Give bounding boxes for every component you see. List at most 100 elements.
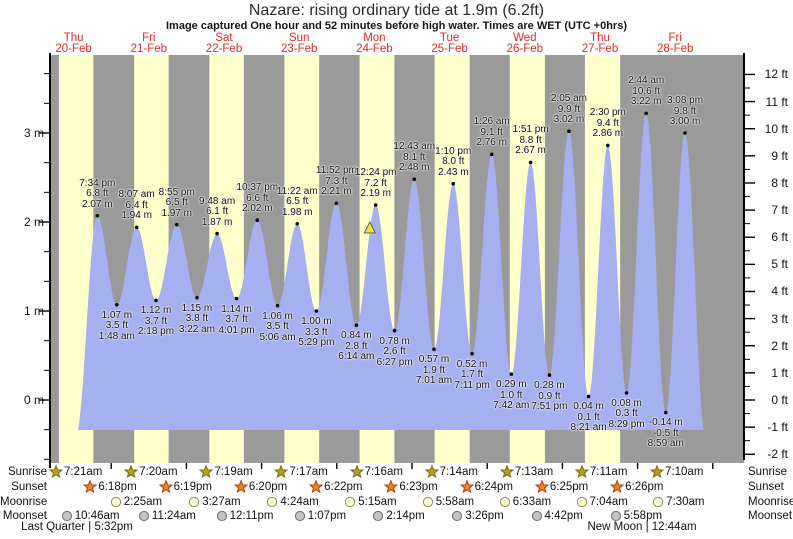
tide-low-annotation: 0.29 m 1.0 ft 7:42 am xyxy=(493,380,529,412)
sunrise-star-icon xyxy=(499,465,514,479)
moonrise-moon-icon xyxy=(345,496,356,508)
annotation-line: 7:34 pm xyxy=(79,177,116,189)
sunset-star-icon xyxy=(158,480,173,494)
tide-high-annotation: 2:30 pm 9.4 ft 2.86 m xyxy=(590,108,626,140)
moonset-moon-icon xyxy=(61,510,72,522)
annotation-line: 6.5 ft xyxy=(165,197,188,209)
day-date: 28-Feb xyxy=(656,43,694,55)
annotation-line: 3.7 ft xyxy=(144,315,168,327)
moonset-moon-icon xyxy=(138,510,150,522)
annotation-line: 3.00 m xyxy=(669,116,701,127)
tide-high-annotation: 8:55 pm 6.5 ft 1.97 m xyxy=(159,187,195,220)
moonset-event: 11:24am xyxy=(137,509,196,523)
sunset-time: 6:25pm xyxy=(549,481,589,493)
moonset-time: 1:07pm xyxy=(307,510,347,522)
tide-high-annotation: 3:08 pm 9.8 ft 3.00 m xyxy=(667,95,703,128)
tide-extreme-dot xyxy=(134,225,139,230)
tide-high-annotation: 12:43 am 8.1 ft 2.48 m xyxy=(393,142,435,174)
annotation-line: 2.07 m xyxy=(82,198,113,210)
day-name: Fri xyxy=(668,32,682,44)
sunrise-event: 7:19am xyxy=(199,465,253,479)
tide-extreme-dot xyxy=(470,351,474,356)
axis-label-ft: 6 ft xyxy=(771,230,788,245)
axis-label-ft: 4 ft xyxy=(771,284,788,299)
sunrise-event: 7:17am xyxy=(274,465,328,479)
tide-low-annotation: 1.15 m 3.8 ft 3:22 am xyxy=(179,302,215,336)
annotation-line: 1.0 ft xyxy=(500,389,523,401)
moonrise-moon-icon xyxy=(189,496,200,508)
tide-low-annotation: 0.28 m 0.9 ft 7:51 pm xyxy=(531,381,567,413)
moonrise-time: 2:25am xyxy=(123,496,163,508)
axis-label-m: 0 m xyxy=(23,393,44,407)
annotation-line: 2.02 m xyxy=(241,203,273,215)
current-tide-marker xyxy=(363,220,377,234)
moonrise-moon-icon xyxy=(652,496,664,508)
tide-extreme-dot xyxy=(567,129,571,134)
annotation-line: 1.9 ft xyxy=(422,364,446,376)
annotation-line: 1.06 m xyxy=(262,310,293,322)
tide-extreme-dot xyxy=(195,295,199,300)
tide-low-annotation: -0.14 m -0.5 ft 8:59 am xyxy=(648,418,684,450)
sunset-time: 6:23pm xyxy=(399,481,438,493)
axis-label-ft: 9 ft xyxy=(771,148,788,163)
annotation-line: 7.3 ft xyxy=(325,175,348,187)
moonrise-row-label-left: Moonrise xyxy=(0,496,48,508)
tide-high-annotation: 1:10 pm 8.0 ft 2.43 m xyxy=(435,146,471,179)
moonset-row-label-left: Moonset xyxy=(2,510,47,522)
tide-high-annotation: 2:05 am 9.9 ft 3.02 m xyxy=(551,94,587,126)
moonrise-event: 7:30am xyxy=(651,495,704,509)
moonset-event: 3:26pm xyxy=(450,509,504,523)
moonrise-time: 5:15am xyxy=(358,496,397,508)
tide-extreme-dot xyxy=(234,296,239,301)
annotation-line: 1.12 m xyxy=(140,305,172,317)
annotation-line: 10.6 ft xyxy=(632,85,661,97)
sunrise-event: 7:11am xyxy=(574,465,627,479)
tide-extreme-dot xyxy=(528,160,533,165)
tide-high-annotation: 9:48 am 6.1 ft 1.87 m xyxy=(199,196,235,229)
tide-low-annotation: 0.08 m 0.3 ft 8:29 pm xyxy=(609,397,645,431)
tide-area xyxy=(78,113,704,430)
tide-high-annotation: 12:24 pm 7.2 ft 2.19 m xyxy=(355,168,397,200)
annotation-line: 0.52 m xyxy=(456,358,488,370)
sunset-time: 6:24pm xyxy=(474,481,513,493)
sunrise-time: 7:13am xyxy=(514,466,554,478)
sunset-star-icon xyxy=(610,480,625,494)
tide-extreme-dot xyxy=(354,323,359,328)
annotation-line: 8:21 am xyxy=(570,422,607,434)
day-name: Wed xyxy=(513,32,537,44)
tide-extreme-dot xyxy=(586,394,591,399)
annotation-line: 2.48 m xyxy=(398,162,430,174)
moonset-event: 4:42pm xyxy=(530,509,583,523)
annotation-line: 7:42 am xyxy=(493,400,530,412)
annotation-line: 3.3 ft xyxy=(305,326,328,338)
annotation-line: 6.6 ft xyxy=(246,192,269,204)
tide-extreme-dot xyxy=(663,410,668,415)
sunrise-star-icon xyxy=(274,465,289,479)
annotation-line: 9.1 ft xyxy=(480,126,503,138)
moonset-time: 5:58pm xyxy=(623,510,663,522)
axis-label-ft: 8 ft xyxy=(771,175,788,190)
annotation-line: 2.8 ft xyxy=(345,340,368,352)
moonset-event: 5:58pm xyxy=(609,509,662,523)
annotation-line: 8:07 am xyxy=(118,189,155,201)
sunrise-star-icon xyxy=(49,465,64,479)
moonrise-moon-icon xyxy=(576,496,587,508)
moonset-moon-icon xyxy=(216,510,227,522)
annotation-line: 1.00 m xyxy=(301,316,332,327)
annotation-line: 0.08 m xyxy=(611,397,642,409)
moonrise-event: 2:25am xyxy=(109,495,162,509)
annotation-line: 1.97 m xyxy=(161,207,193,219)
tide-extreme-dot xyxy=(432,347,436,352)
tide-high-annotation: 2:44 am 10.6 ft 3.22 m xyxy=(628,76,664,108)
tide-extreme-dot xyxy=(373,203,378,207)
sunset-event: 6:26pm xyxy=(610,480,664,494)
annotation-line: 0.3 ft xyxy=(615,408,638,420)
day-label: Sat 22-Feb xyxy=(189,32,259,55)
annotation-line: 1.15 m xyxy=(181,302,213,314)
day-label: Mon 24-Feb xyxy=(339,32,409,55)
moonset-moon-icon xyxy=(452,510,463,522)
moonset-event: 2:14pm xyxy=(371,509,425,523)
moonset-moon-icon xyxy=(531,510,542,522)
annotation-line: 12:24 pm xyxy=(354,167,397,179)
